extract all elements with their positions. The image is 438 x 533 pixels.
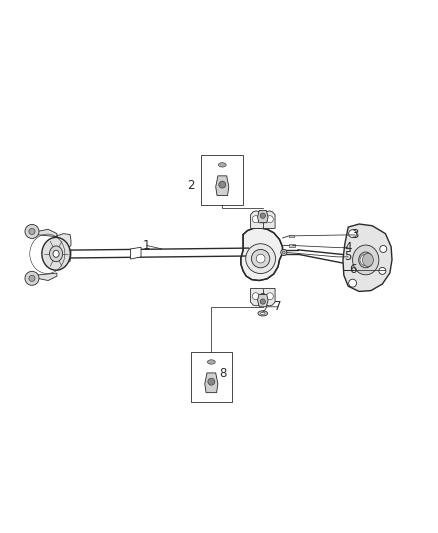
- Text: 7: 7: [274, 300, 282, 313]
- Circle shape: [281, 249, 287, 255]
- Ellipse shape: [359, 252, 373, 268]
- Polygon shape: [251, 211, 275, 229]
- Ellipse shape: [251, 249, 270, 268]
- Polygon shape: [258, 211, 268, 223]
- Bar: [191, 352, 232, 402]
- Circle shape: [360, 254, 371, 265]
- Circle shape: [379, 268, 386, 274]
- Ellipse shape: [261, 312, 265, 314]
- Polygon shape: [53, 236, 57, 260]
- Polygon shape: [57, 233, 71, 250]
- Circle shape: [252, 293, 259, 300]
- Circle shape: [25, 224, 39, 238]
- Ellipse shape: [362, 253, 373, 266]
- Circle shape: [25, 271, 39, 285]
- Circle shape: [349, 279, 357, 287]
- Polygon shape: [289, 235, 294, 237]
- Polygon shape: [216, 176, 229, 196]
- Text: 2: 2: [187, 179, 194, 192]
- Ellipse shape: [42, 237, 70, 270]
- Polygon shape: [35, 229, 57, 237]
- Ellipse shape: [353, 245, 379, 275]
- Text: 3: 3: [351, 229, 358, 241]
- Polygon shape: [289, 244, 295, 247]
- Ellipse shape: [207, 360, 215, 364]
- Text: 5: 5: [345, 251, 352, 263]
- Polygon shape: [35, 273, 57, 280]
- Circle shape: [219, 181, 226, 188]
- Circle shape: [260, 213, 265, 219]
- Circle shape: [260, 299, 265, 304]
- Text: 6: 6: [349, 263, 357, 276]
- Text: 1: 1: [143, 239, 151, 252]
- Ellipse shape: [246, 244, 276, 273]
- Ellipse shape: [256, 254, 265, 263]
- Circle shape: [29, 229, 35, 235]
- Ellipse shape: [53, 251, 59, 257]
- Circle shape: [349, 230, 357, 238]
- Text: 4: 4: [344, 241, 352, 254]
- Polygon shape: [258, 295, 268, 307]
- Polygon shape: [343, 224, 392, 292]
- Ellipse shape: [218, 163, 226, 167]
- Circle shape: [266, 293, 273, 300]
- Text: 8: 8: [220, 367, 227, 381]
- Circle shape: [266, 216, 273, 223]
- Polygon shape: [241, 228, 283, 280]
- Polygon shape: [57, 248, 71, 262]
- Circle shape: [252, 216, 259, 223]
- Ellipse shape: [258, 311, 268, 316]
- Polygon shape: [205, 373, 218, 393]
- Bar: [201, 155, 243, 205]
- Polygon shape: [251, 288, 275, 306]
- Circle shape: [208, 378, 215, 385]
- Circle shape: [380, 246, 387, 253]
- Ellipse shape: [49, 246, 63, 262]
- Circle shape: [29, 275, 35, 281]
- Polygon shape: [131, 247, 141, 259]
